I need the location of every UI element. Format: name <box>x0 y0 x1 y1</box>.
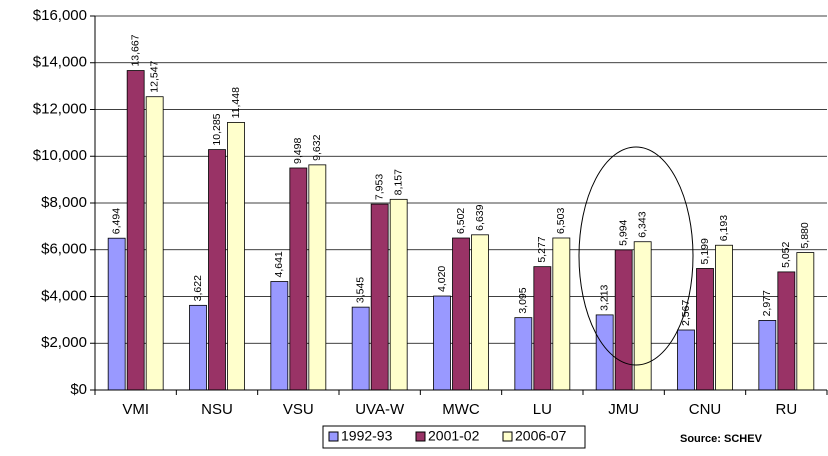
value-label: 5,277 <box>536 236 548 262</box>
value-label: 3,213 <box>598 284 610 310</box>
value-label: 12,547 <box>148 60 160 92</box>
legend-swatch <box>502 431 513 442</box>
y-tick-label: $12,000 <box>33 100 87 117</box>
bar <box>370 203 389 391</box>
value-label: 6,502 <box>455 208 467 234</box>
bar <box>614 249 633 391</box>
x-tick-label: MWC <box>442 401 480 418</box>
x-tick-label: JMU <box>608 401 639 418</box>
bar <box>433 295 451 391</box>
value-label: 5,199 <box>699 238 711 264</box>
value-label: 3,545 <box>354 277 366 303</box>
bar <box>533 266 552 391</box>
bar <box>308 164 327 391</box>
y-tick-label: $14,000 <box>33 54 87 71</box>
value-label: 6,503 <box>555 208 567 234</box>
legend-label: 2006-07 <box>515 428 567 444</box>
bar <box>107 237 126 391</box>
value-label: 6,494 <box>110 208 122 234</box>
legend-label: 1992-93 <box>341 428 393 444</box>
x-tick-label: RU <box>775 401 797 418</box>
value-label: 2,977 <box>761 290 773 316</box>
y-tick-label: $10,000 <box>33 147 87 164</box>
bar <box>189 304 207 391</box>
bar <box>696 268 714 391</box>
legend-swatch <box>415 431 426 442</box>
value-label: 11,448 <box>230 87 242 118</box>
y-tick-label: $8,000 <box>41 194 87 211</box>
legend-label: 2001-02 <box>428 428 480 444</box>
y-tick-label: $2,000 <box>41 334 87 351</box>
bar <box>145 96 164 391</box>
value-label: 6,343 <box>636 211 648 237</box>
value-label: 8,157 <box>392 169 404 195</box>
value-label: 9,632 <box>311 134 323 160</box>
value-label: 3,622 <box>192 275 204 301</box>
bar <box>389 198 408 391</box>
x-tick-label: VSU <box>283 401 314 418</box>
bar <box>633 241 652 391</box>
bar <box>552 237 571 391</box>
bar <box>452 237 470 391</box>
highlight-ellipse <box>578 146 694 366</box>
value-label: 9,498 <box>292 138 304 164</box>
source-note: Source: SCHEV <box>680 433 763 445</box>
legend-box <box>322 425 586 449</box>
bar <box>595 314 614 391</box>
value-label: 4,020 <box>436 266 448 292</box>
bar <box>289 167 308 391</box>
bar <box>796 252 815 391</box>
value-label: 10,285 <box>211 113 223 145</box>
value-label: 6,639 <box>474 204 486 230</box>
bar <box>514 317 533 391</box>
y-tick-label: $0 <box>70 381 87 398</box>
value-label: 7,953 <box>373 174 385 200</box>
bar <box>208 149 226 391</box>
value-label: 13,667 <box>129 34 141 66</box>
value-label: 5,052 <box>780 241 792 267</box>
y-tick-label: $16,000 <box>33 7 87 24</box>
bar <box>227 122 245 391</box>
value-label: 5,880 <box>799 222 811 248</box>
bar <box>777 271 796 391</box>
bar <box>351 306 370 391</box>
bar <box>758 320 777 391</box>
bar <box>471 234 489 391</box>
y-tick-label: $6,000 <box>41 241 87 258</box>
y-tick-label: $4,000 <box>41 287 87 304</box>
bar <box>270 281 289 391</box>
bar <box>126 70 145 391</box>
x-tick-label: UVA-W <box>355 401 405 418</box>
x-tick-label: LU <box>533 401 552 418</box>
x-tick-label: CNU <box>689 401 722 418</box>
x-tick-label: NSU <box>201 401 233 418</box>
value-label: 5,994 <box>617 219 629 245</box>
bar <box>677 329 695 391</box>
bar <box>715 244 733 391</box>
value-label: 4,641 <box>273 251 285 277</box>
value-label: 3,095 <box>517 287 529 313</box>
value-label: 6,193 <box>718 215 730 241</box>
x-tick-label: VMI <box>122 401 149 418</box>
legend-swatch <box>328 431 339 442</box>
